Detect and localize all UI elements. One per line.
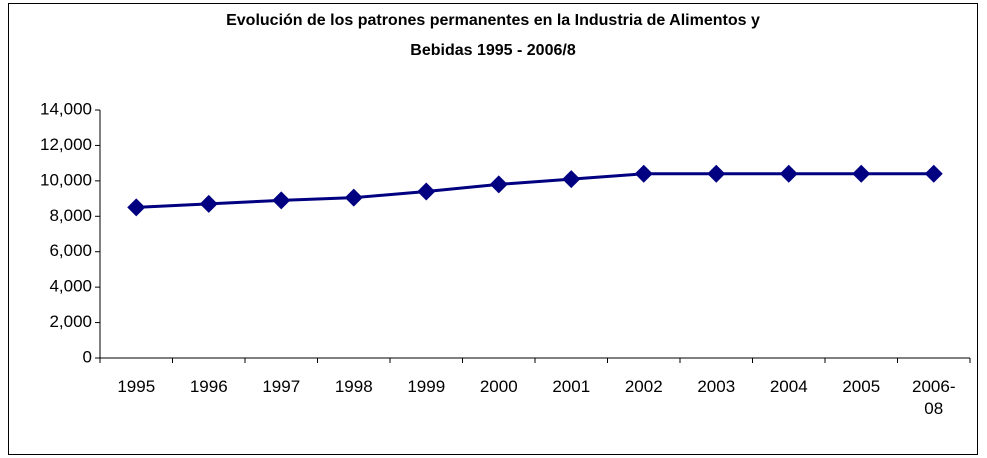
marker	[489, 175, 508, 194]
y-tick-label: 12,000	[40, 135, 92, 154]
x-tick-label: 2001	[552, 377, 591, 396]
marker	[634, 164, 653, 183]
x-tick-label: 2003	[697, 377, 736, 396]
x-tick-label: 1998	[334, 377, 373, 396]
x-tick-label: 1999	[407, 377, 446, 396]
y-tick-label: 14,000	[40, 99, 92, 118]
x-tick-label: 2002	[624, 377, 663, 396]
x-tick-label: 1997	[262, 377, 301, 396]
marker	[707, 164, 726, 183]
y-tick-label: 0	[83, 347, 92, 366]
marker	[924, 164, 943, 183]
marker	[417, 182, 436, 201]
x-tick-label: 1995	[117, 377, 156, 396]
marker	[272, 191, 291, 210]
marker	[344, 188, 363, 207]
x-tick-label: 2005	[842, 377, 881, 396]
x-tick-label: 2004	[769, 377, 808, 396]
y-tick-label: 2,000	[49, 312, 92, 331]
x-tick-label: 1996	[189, 377, 228, 396]
marker	[852, 164, 871, 183]
chart-border	[8, 3, 978, 455]
y-tick-label: 10,000	[40, 170, 92, 189]
chart-title: Bebidas 1995 - 2006/8	[410, 42, 576, 59]
y-tick-label: 4,000	[49, 277, 92, 296]
marker	[562, 170, 581, 189]
marker	[127, 198, 146, 217]
marker	[199, 194, 218, 213]
marker	[779, 164, 798, 183]
y-tick-label: 6,000	[49, 241, 92, 260]
x-tick-label: 2006-08	[912, 377, 956, 418]
chart-title: Evolución de los patrones permanentes en…	[226, 12, 760, 29]
y-tick-label: 8,000	[49, 206, 92, 225]
line	[136, 172, 934, 209]
x-tick-label: 2000	[479, 377, 518, 396]
